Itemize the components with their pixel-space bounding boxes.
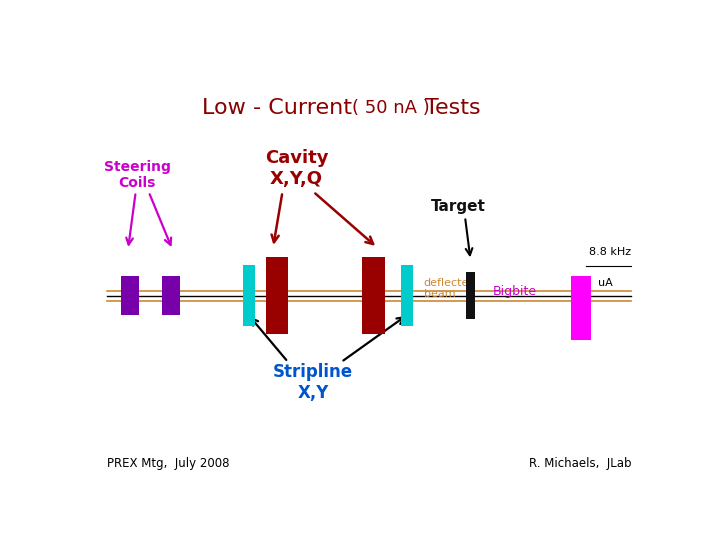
Bar <box>362 257 384 334</box>
Bar <box>243 266 255 326</box>
Bar <box>401 266 413 326</box>
Text: 8.8 kHz: 8.8 kHz <box>590 247 631 257</box>
Bar <box>162 276 180 315</box>
Bar <box>266 257 288 334</box>
Bar <box>466 272 475 320</box>
Bar <box>121 276 139 315</box>
Text: Cavity
X,Y,Q: Cavity X,Y,Q <box>265 150 328 188</box>
Text: Low - Current: Low - Current <box>202 98 351 118</box>
Text: PREX Mtg,  July 2008: PREX Mtg, July 2008 <box>107 457 229 470</box>
Text: Target: Target <box>431 199 486 214</box>
Text: R. Michaels,  JLab: R. Michaels, JLab <box>528 457 631 470</box>
Text: uA: uA <box>598 278 613 288</box>
Text: ( 50 nA ): ( 50 nA ) <box>352 99 430 118</box>
Text: Tests: Tests <box>425 98 480 118</box>
Text: Stripline
X,Y: Stripline X,Y <box>273 363 354 402</box>
Text: Steering
Coils: Steering Coils <box>104 160 171 190</box>
Text: Bigbite: Bigbite <box>492 285 536 298</box>
Text: deflected
beam: deflected beam <box>423 278 476 299</box>
Bar <box>571 276 591 340</box>
